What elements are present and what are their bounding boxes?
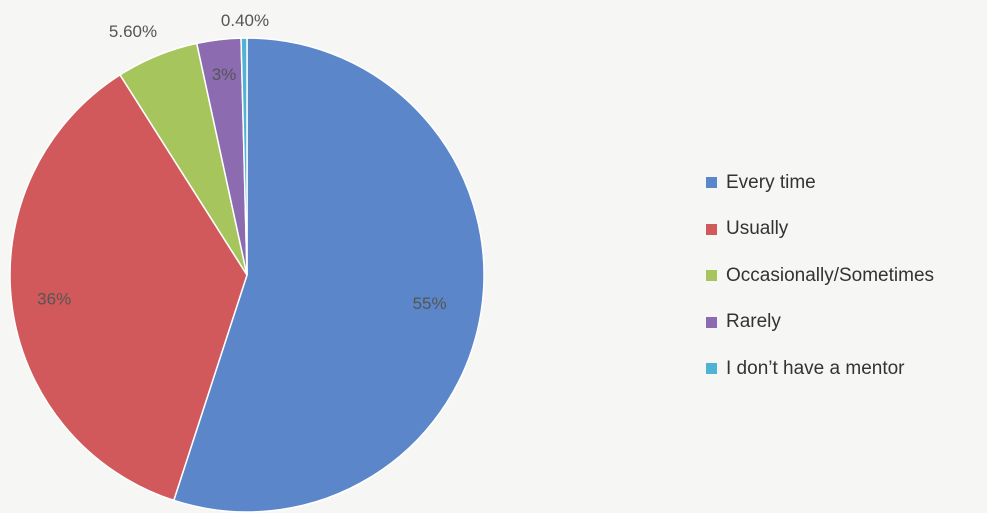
legend-label-occasionally: Occasionally/Sometimes xyxy=(726,264,935,286)
legend-swatch-every-time xyxy=(706,177,717,188)
legend-label-usually: Usually xyxy=(726,218,789,239)
legend-label-no-mentor: I don’t have a mentor xyxy=(726,357,905,379)
legend-swatch-no-mentor xyxy=(706,363,717,374)
legend-swatch-usually xyxy=(706,223,717,235)
pie-slice-usually xyxy=(9,73,248,502)
legend-item-no-mentor: I don’t have a mentor xyxy=(706,358,934,379)
legend-label-rarely: Rarely xyxy=(726,311,781,332)
legend-swatch-rarely xyxy=(706,316,717,328)
pie-slice-every-time xyxy=(172,37,485,513)
data-label-occasionally: 5.60% xyxy=(109,22,157,41)
legend-item-occasionally: Occasionally/Sometimes xyxy=(706,265,934,286)
legend-item-usually: Usually xyxy=(706,218,934,240)
data-label-usually: 36% xyxy=(37,289,71,308)
legend: Every time Usually Occasionally/Sometime… xyxy=(706,172,934,405)
data-label-rarely: 3% xyxy=(212,65,237,84)
pie-data-labels: 55% 36% 5.60% 3% 0.40% xyxy=(37,11,446,313)
data-label-no-mentor: 0.40% xyxy=(221,11,269,30)
data-label-every-time: 55% xyxy=(413,294,447,313)
legend-item-every-time: Every time xyxy=(706,172,934,193)
legend-item-rarely: Rarely xyxy=(706,311,934,333)
legend-swatch-occasionally xyxy=(706,270,717,281)
pie-slices xyxy=(9,37,485,513)
legend-label-every-time: Every time xyxy=(726,171,816,193)
pie-slice-no-mentor xyxy=(240,37,248,276)
